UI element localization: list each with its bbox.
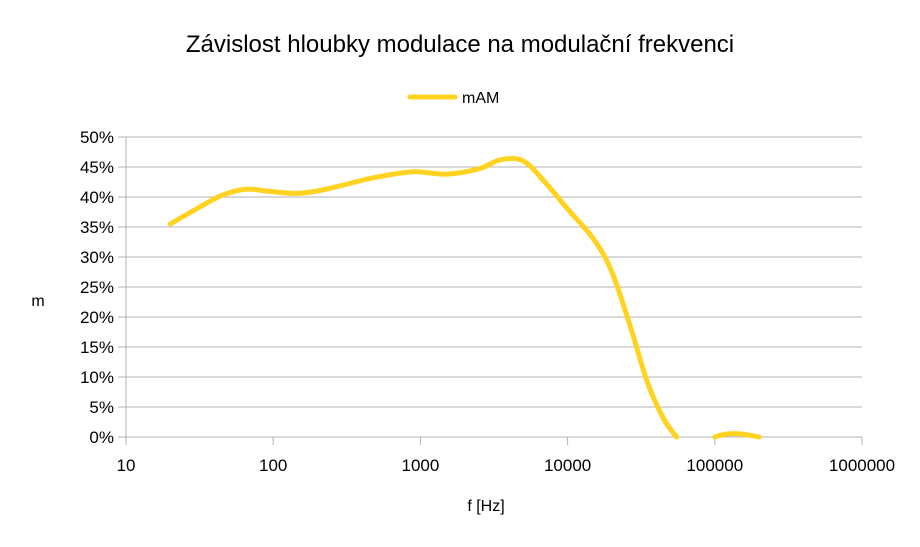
x-tick-label: 100000: [686, 456, 743, 475]
x-tick-label: 1000000: [829, 456, 895, 475]
x-axis-label: f [Hz]: [467, 498, 504, 515]
x-tick-label: 10: [117, 456, 136, 475]
x-tick-labels: 10 100 1000 10000 100000 1000000: [117, 456, 896, 475]
y-tick-labels: 0% 5% 10% 15% 20% 25% 30% 35% 40% 45% 50%: [80, 128, 114, 447]
y-tick-label: 5%: [89, 398, 114, 417]
gridlines: [118, 136, 862, 438]
y-tick-label: 0%: [89, 428, 114, 447]
x-tick-label: 1000: [401, 456, 439, 475]
y-tick-label: 25%: [80, 278, 114, 297]
series-line-mAM-segment-2: [712, 431, 762, 440]
y-tick-label: 30%: [80, 248, 114, 267]
series-lines: [167, 156, 762, 440]
x-tick-label: 100: [259, 456, 287, 475]
y-tick-label: 10%: [80, 368, 114, 387]
y-tick-label: 45%: [80, 158, 114, 177]
legend-label-mAM: mAM: [462, 90, 499, 107]
y-tick-label: 35%: [80, 218, 114, 237]
y-tick-label: 20%: [80, 308, 114, 327]
y-tick-label: 40%: [80, 188, 114, 207]
series-line-mAM-segment-1: [167, 156, 680, 440]
y-tick-label: 50%: [80, 128, 114, 147]
axes: [125, 137, 863, 445]
x-tick-label: 10000: [544, 456, 591, 475]
legend: mAM: [407, 90, 499, 107]
chart-title: Závislost hloubky modulace na modulační …: [186, 31, 734, 58]
y-axis-label: m: [31, 293, 44, 310]
y-tick-label: 15%: [80, 338, 114, 357]
